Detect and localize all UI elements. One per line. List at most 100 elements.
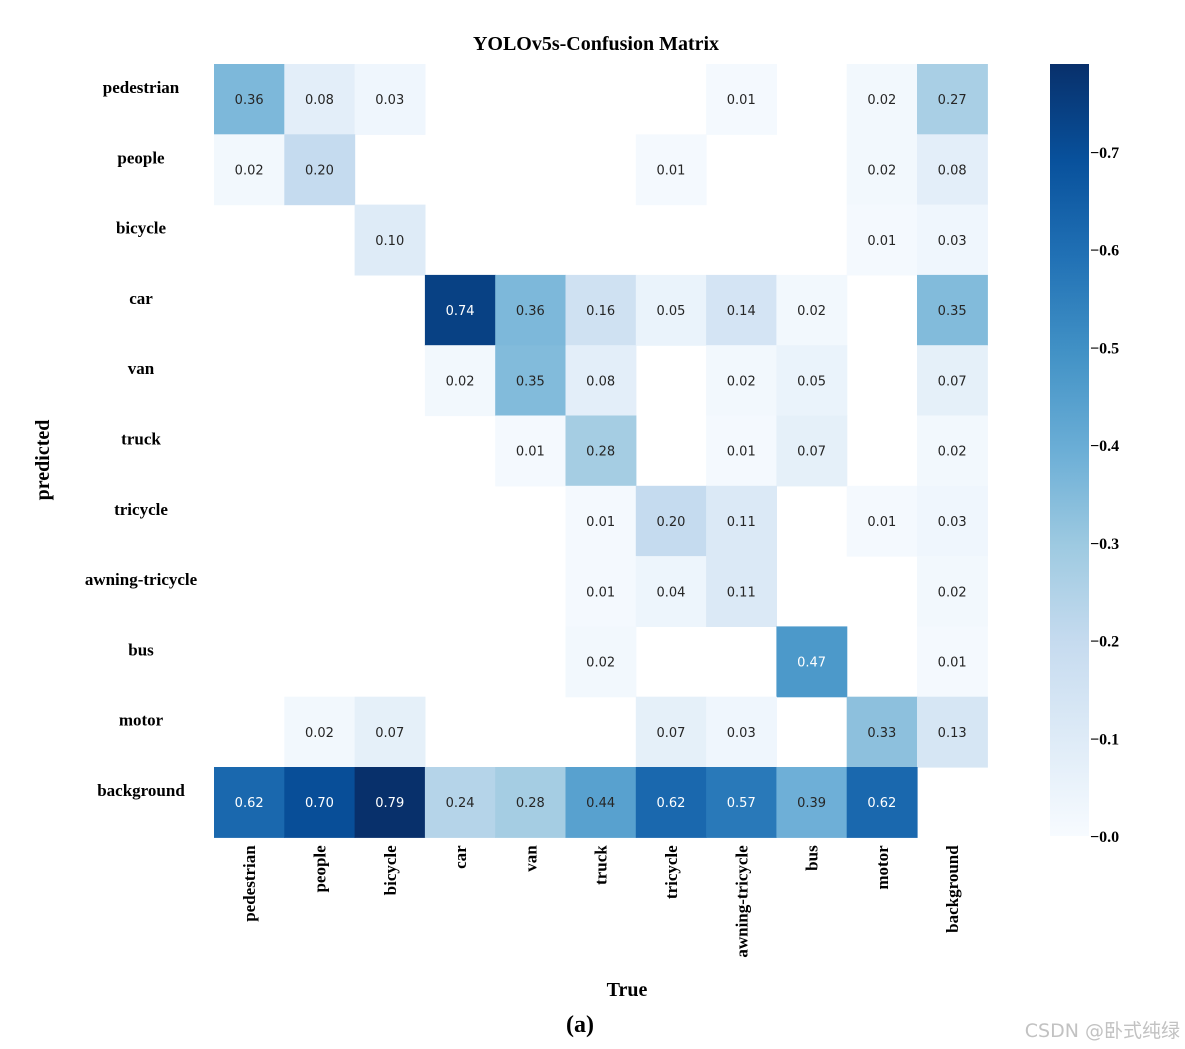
x-tick-label-pedestrian: pedestrian (240, 845, 259, 922)
cell-value-label: 0.02 (727, 374, 756, 389)
heatmap-cell-tricycle-background (917, 485, 988, 557)
heatmap-cell-van-awning-tricycle (706, 345, 777, 417)
y-tick-label-bicycle: bicycle (116, 219, 166, 238)
heatmap-cell-background-tricycle (635, 767, 707, 838)
colorbar-tick-label: −0.4 (1090, 438, 1119, 455)
cell-value-label: 0.08 (586, 374, 615, 389)
colorbar (1050, 64, 1089, 836)
heatmap-cell-bicycle-bicycle (354, 204, 426, 276)
cell-value-label: 0.79 (375, 796, 404, 811)
x-axis-title: True (607, 979, 648, 1001)
heatmap-cell-background-car (424, 767, 496, 838)
heatmap-cell-motor-tricycle (635, 696, 707, 768)
x-tick-label-tricycle: tricycle (662, 845, 681, 899)
cell-value-label: 0.08 (305, 93, 334, 108)
cell-value-label: 0.01 (727, 445, 756, 460)
cell-value-label: 0.35 (516, 374, 545, 389)
cell-value-label: 0.05 (656, 304, 685, 319)
cell-value-label: 0.03 (938, 515, 967, 530)
heatmap-cell-pedestrian-people (284, 64, 356, 135)
heatmap-cell-background-van (495, 767, 567, 838)
y-tick-label-truck: truck (121, 430, 161, 449)
cell-value-label: 0.20 (656, 515, 685, 530)
heatmap-cell-van-background (917, 345, 988, 417)
cell-value-label: 0.02 (938, 445, 967, 460)
heatmap-cell-bus-bus (776, 626, 848, 698)
cell-value-label: 0.01 (867, 515, 896, 530)
y-tick-labels: pedestrian people bicycle car van truck tricyc… (85, 78, 198, 800)
heatmap-cell-truck-van (495, 415, 567, 487)
chart-title: YOLOv5s-Confusion Matrix (473, 33, 719, 55)
colorbar-tick-label: −0.7 (1090, 145, 1119, 162)
cell-value-label: 0.01 (586, 515, 615, 530)
x-tick-label-background: background (943, 845, 962, 933)
heatmap-cell-car-bus (776, 274, 848, 346)
heatmap-cell-pedestrian-pedestrian (214, 64, 285, 135)
y-tick-label-bus: bus (128, 640, 154, 659)
cell-value-label: 0.01 (867, 234, 896, 249)
heatmap-cell-tricycle-truck (565, 485, 637, 557)
heatmap-cell-car-tricycle (635, 274, 707, 346)
heatmap-cell-pedestrian-motor (846, 64, 918, 135)
heatmap-cell-background-motor (846, 767, 918, 838)
heatmap-cell-motor-motor (846, 696, 918, 768)
x-tick-label-truck: truck (592, 845, 611, 885)
heatmap-cell-bus-truck (565, 626, 637, 698)
heatmap-cell-van-car (424, 345, 496, 417)
cell-value-label: 0.03 (938, 234, 967, 249)
heatmap-cell-bus-background (917, 626, 988, 698)
cell-value-label: 0.08 (938, 163, 967, 178)
cell-value-label: 0.27 (938, 93, 967, 108)
cell-value-label: 0.62 (656, 796, 685, 811)
cell-value-label: 0.04 (656, 585, 685, 600)
y-tick-label-tricycle: tricycle (114, 500, 168, 519)
y-tick-label-car: car (129, 289, 153, 308)
watermark: CSDN @卧式纯绿 (1025, 1020, 1180, 1042)
heatmap-cell-people-people (284, 134, 356, 206)
heatmap-cell-background-bus (776, 767, 848, 838)
cell-value-label: 0.11 (727, 585, 756, 600)
cell-value-label: 0.01 (516, 445, 545, 460)
heatmap-cell-labels: 0.36 0.08 0.03 0.01 0.02 0.27 0.02 0.20 0.01 0.02… (235, 93, 967, 811)
y-tick-label-background: background (97, 781, 185, 800)
cell-value-label: 0.39 (797, 796, 826, 811)
cell-value-label: 0.57 (727, 796, 756, 811)
heatmap-cell-tricycle-motor (846, 485, 918, 557)
cell-value-label: 0.05 (797, 374, 826, 389)
colorbar-tick-label: −0.3 (1090, 536, 1119, 553)
cell-value-label: 0.28 (586, 445, 615, 460)
heatmap-cell-motor-awning-tricycle (706, 696, 777, 768)
heatmap-cell-van-van (495, 345, 567, 417)
heatmap-cell-background-truck (565, 767, 637, 838)
heatmap-cell-background-pedestrian (214, 767, 285, 838)
cell-value-label: 0.01 (656, 163, 685, 178)
cell-value-label: 0.10 (375, 234, 404, 249)
cell-value-label: 0.02 (305, 726, 334, 741)
x-tick-label-car: car (451, 845, 470, 869)
cell-value-label: 0.03 (375, 93, 404, 108)
heatmap-cell-car-car (424, 274, 496, 346)
x-tick-label-bus: bus (803, 845, 822, 871)
cell-value-label: 0.33 (867, 726, 896, 741)
cell-value-label: 0.62 (867, 796, 896, 811)
cell-value-label: 0.20 (305, 163, 334, 178)
cell-value-label: 0.02 (235, 163, 264, 178)
heatmap-cell-pedestrian-bicycle (354, 64, 426, 135)
y-axis-title: predicted (32, 420, 54, 501)
y-tick-label-people: people (117, 148, 165, 167)
cell-value-label: 0.07 (797, 445, 826, 460)
heatmap-cells (214, 64, 988, 838)
heatmap-cell-people-background (917, 134, 988, 206)
figure-caption: (a) (566, 1012, 594, 1038)
heatmap-cell-tricycle-awning-tricycle (706, 485, 777, 557)
colorbar-tick-label: −0.6 (1090, 243, 1119, 260)
x-tick-label-bicycle: bicycle (381, 845, 400, 895)
heatmap-cell-truck-truck (565, 415, 637, 487)
cell-value-label: 0.02 (446, 374, 475, 389)
cell-value-label: 0.16 (586, 304, 615, 319)
cell-value-label: 0.02 (586, 656, 615, 671)
colorbar-ticks: −0.0 −0.1 −0.2 −0.3 −0.4 −0.5 −0.6 −0.7 (1090, 145, 1119, 846)
heatmap-cell-truck-bus (776, 415, 848, 487)
heatmap-cell-awning-tricycle-awning-tricycle (706, 556, 777, 627)
